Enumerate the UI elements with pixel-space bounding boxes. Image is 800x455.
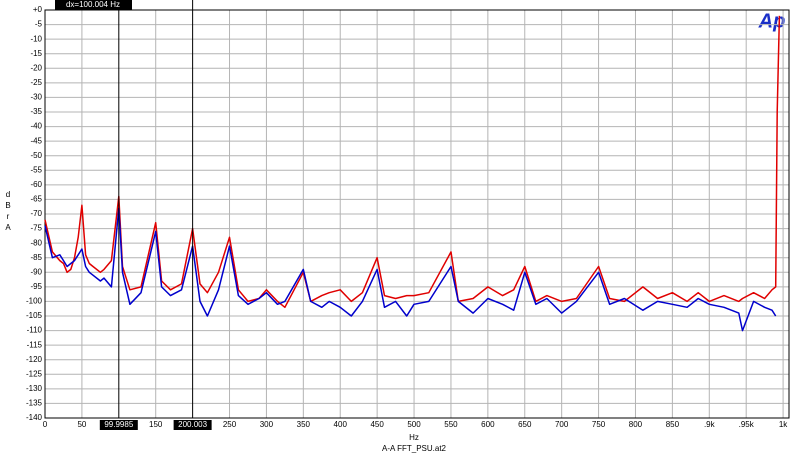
y-tick-label: -75 — [30, 224, 42, 233]
x-tick-label: 0 — [43, 420, 48, 429]
y-tick-label: -100 — [26, 297, 43, 306]
y-tick-label: -120 — [26, 355, 43, 364]
y-tick-label: -40 — [30, 122, 42, 131]
x-tick-label: 450 — [370, 420, 384, 429]
cursor-label-box — [173, 420, 212, 430]
cursor-delta: dx=100.004 Hz — [66, 0, 120, 9]
cursor-delta-box — [55, 0, 132, 10]
y-tick-label: -10 — [30, 34, 42, 43]
x-tick-label: 50 — [77, 420, 86, 429]
cursor-label: 200.003 — [173, 420, 212, 430]
y-tick-label: -50 — [30, 151, 42, 160]
x-tick-label: 350 — [297, 420, 311, 429]
x-tick-label: 650 — [518, 420, 532, 429]
x-axis-label: Hz — [409, 433, 419, 442]
y-tick-label: -25 — [30, 78, 42, 87]
y-tick-label: -115 — [27, 340, 43, 349]
y-tick-label: -95 — [30, 282, 42, 291]
cursor-label-text: 99.9985 — [104, 420, 133, 429]
y-tick-label: -5 — [35, 20, 43, 29]
logo: Ap — [758, 10, 786, 32]
y-tick-label: -65 — [30, 195, 42, 204]
y-tick-label: -35 — [30, 107, 42, 116]
x-tick-label: 300 — [260, 420, 274, 429]
x-tick-label: 500 — [407, 420, 421, 429]
y-tick-label: -55 — [30, 165, 42, 174]
y-tick-label: -105 — [26, 311, 43, 320]
plot-border — [44, 9, 790, 419]
y-tick-label: -45 — [30, 136, 42, 145]
y-tick-label: -85 — [30, 253, 42, 262]
cursor-label-text: 200.003 — [178, 420, 207, 429]
y-tick-label: -125 — [26, 369, 43, 378]
y-tick-label: -90 — [30, 267, 42, 276]
x-tick-label: 250 — [223, 420, 237, 429]
series-line — [44, 15, 781, 309]
cursor-label-box — [99, 420, 138, 430]
x-tick-label: 750 — [592, 420, 606, 429]
y-tick-label: -135 — [26, 399, 43, 408]
y-tick-label: -30 — [30, 93, 42, 102]
y-tick-label: -60 — [30, 180, 42, 189]
y-tick-label: -70 — [30, 209, 42, 218]
x-tick-label: .95k — [739, 420, 755, 429]
x-tick-label: 850 — [666, 420, 680, 429]
y-tick-label: +0 — [33, 5, 43, 14]
series-line — [44, 207, 777, 332]
x-tick-label: 400 — [334, 420, 348, 429]
y-tick-label: -15 — [30, 49, 42, 58]
y-tick-label: -130 — [26, 384, 43, 393]
y-tick-label: -20 — [30, 63, 42, 72]
cursor-label: 99.9985 — [99, 420, 138, 430]
x-tick-label: 1k — [779, 420, 788, 429]
x-tick-label: 150 — [149, 420, 163, 429]
y-tick-label: -140 — [26, 413, 43, 422]
x-tick-label: .9k — [704, 420, 716, 429]
y-tick-label: -80 — [30, 238, 42, 247]
y-tick-label: -110 — [27, 326, 43, 335]
footer: A-A FFT_PSU.at2 — [382, 444, 447, 453]
x-tick-label: 700 — [555, 420, 569, 429]
x-tick-label: 550 — [444, 420, 458, 429]
x-tick-label: 800 — [629, 420, 643, 429]
x-tick-label: 600 — [481, 420, 495, 429]
